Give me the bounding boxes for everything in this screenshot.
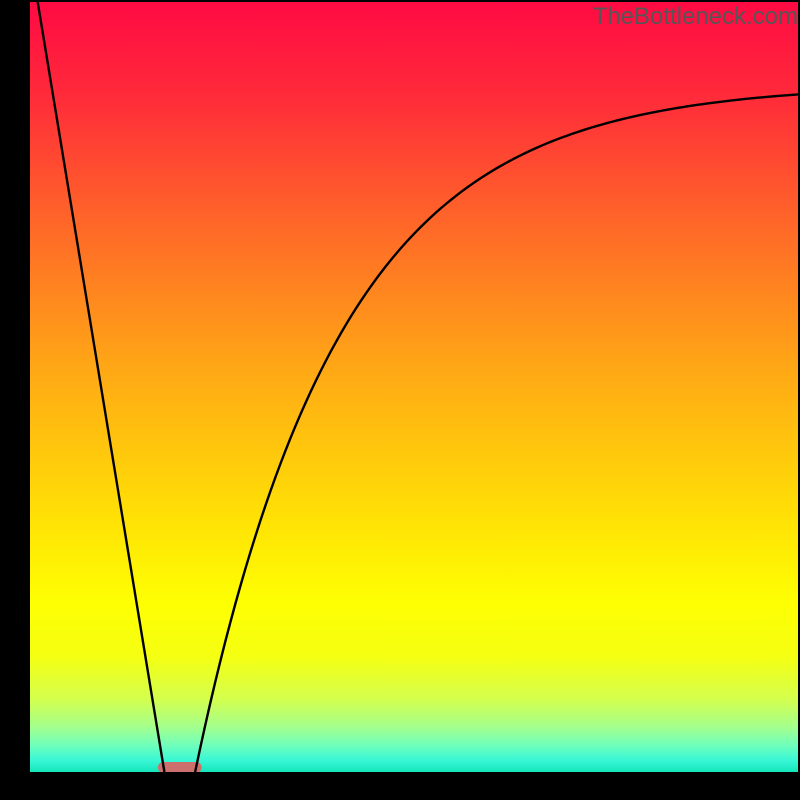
chart-svg <box>30 2 798 772</box>
plot-area <box>30 2 798 772</box>
watermark-label: TheBottleneck.com <box>593 3 798 31</box>
